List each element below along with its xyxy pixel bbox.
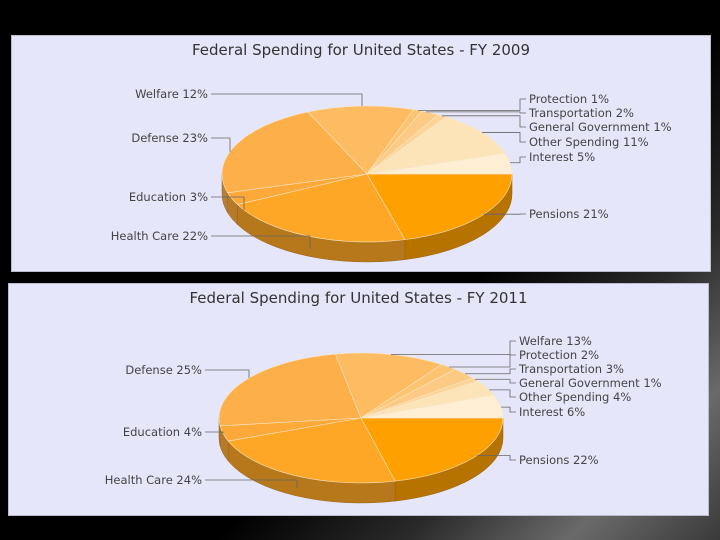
pie-slice-defense [221,111,368,194]
pie-label-other-spending: Other Spending 4% [519,390,631,404]
pie-label-health-care: Health Care 22% [111,229,208,243]
leader-line-protection [449,354,516,368]
pie-label-protection: Protection 2% [519,348,599,362]
pie-slice-defense [218,353,362,427]
pie-label-welfare: Welfare 13% [519,334,592,348]
pie-label-interest: Interest 6% [519,405,585,419]
pie-chart-fy2011: Pensions 22% Health Care 24% Education 4% D… [105,334,662,504]
pie-slice-welfare [307,105,415,175]
leader-line-other-spending [482,132,526,143]
pie-label-education: Education 3% [129,190,208,204]
leader-line-defense [211,137,231,152]
leader-line-education [205,431,224,434]
pie-label-transportation: Transportation 3% [518,362,624,376]
leader-line-defense [205,369,250,379]
leader-line-interest [510,156,526,164]
pie-chart-fy2009: Pensions 21% Health Care 22% Education 3% D… [111,87,672,263]
pie-slice-interest [360,394,504,419]
pie-label-protection: Protection 1% [529,92,609,106]
leader-line-education [211,196,245,211]
leader-line-welfare [391,340,516,355]
pie-label-other-spending: Other Spending 11% [529,135,649,149]
pie-slice-interest [366,152,513,175]
pie-label-welfare: Welfare 12% [135,87,208,101]
pie-label-pensions: Pensions 21% [529,207,609,221]
pie-label-transportation: Transportation 2% [528,106,634,120]
chart-panel-fy2009: Federal Spending for United States - FY … [11,35,711,272]
pie-label-education: Education 4% [123,425,202,439]
pie-slice-pensions [366,173,513,240]
leader-line-transportation [465,368,516,375]
leader-line-interest [501,406,516,413]
pie-slice-pensions [360,417,504,482]
pie-slice-health-care [227,417,396,484]
leader-line-pensions [477,455,516,461]
leader-line-transportation [426,111,526,114]
pie-slice-welfare [334,352,443,419]
chart-title: Federal Spending for United States - FY … [192,41,530,59]
leader-line-welfare [211,93,363,107]
leader-line-general-government [442,115,526,128]
pie-label-interest: Interest 5% [529,150,595,164]
leader-line-health-care [205,479,298,489]
pie-label-pensions: Pensions 22% [519,453,599,467]
chart-title: Federal Spending for United States - FY … [189,289,528,307]
leader-line-protection [418,98,526,111]
pie-label-defense: Defense 23% [131,131,208,145]
pie-label-defense: Defense 25% [125,363,202,377]
pie-label-general-government: General Government 1% [529,120,672,134]
leader-line-general-government [475,378,516,384]
pie-label-health-care: Health Care 24% [105,473,202,487]
pie-label-general-government: General Government 1% [519,376,662,390]
chart-panel-fy2011: Federal Spending for United States - FY … [8,283,709,516]
leader-line-health-care [211,235,311,249]
leader-line-other-spending [489,389,516,398]
